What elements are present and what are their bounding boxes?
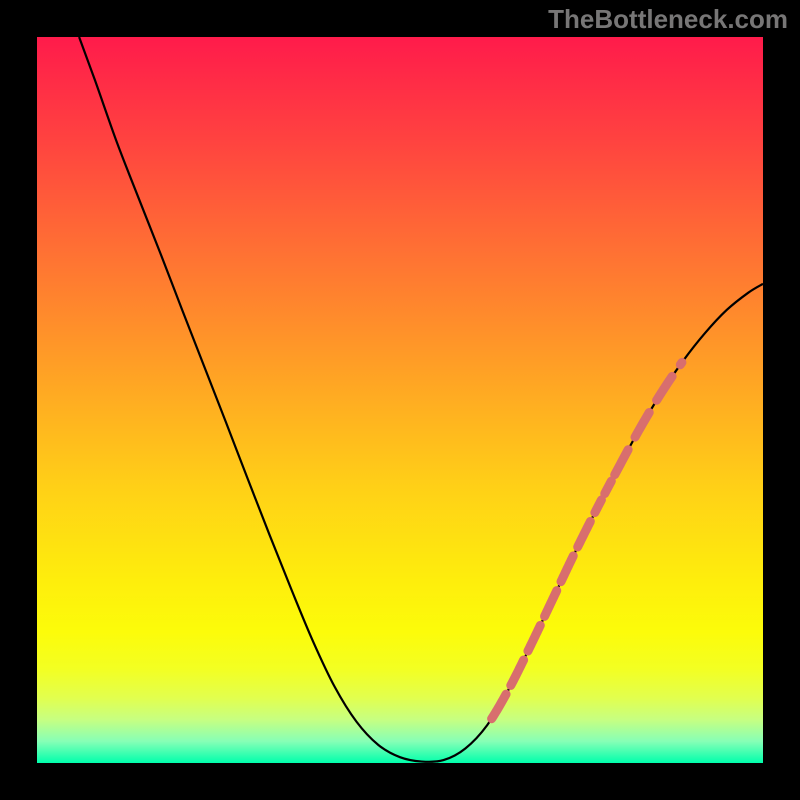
watermark-text: TheBottleneck.com [548, 4, 788, 35]
bottleneck-chart [0, 0, 800, 800]
highlight-dash [595, 500, 602, 513]
chart-container: TheBottleneck.com [0, 0, 800, 800]
highlight-dash [680, 362, 682, 364]
highlight-dash [605, 481, 612, 494]
